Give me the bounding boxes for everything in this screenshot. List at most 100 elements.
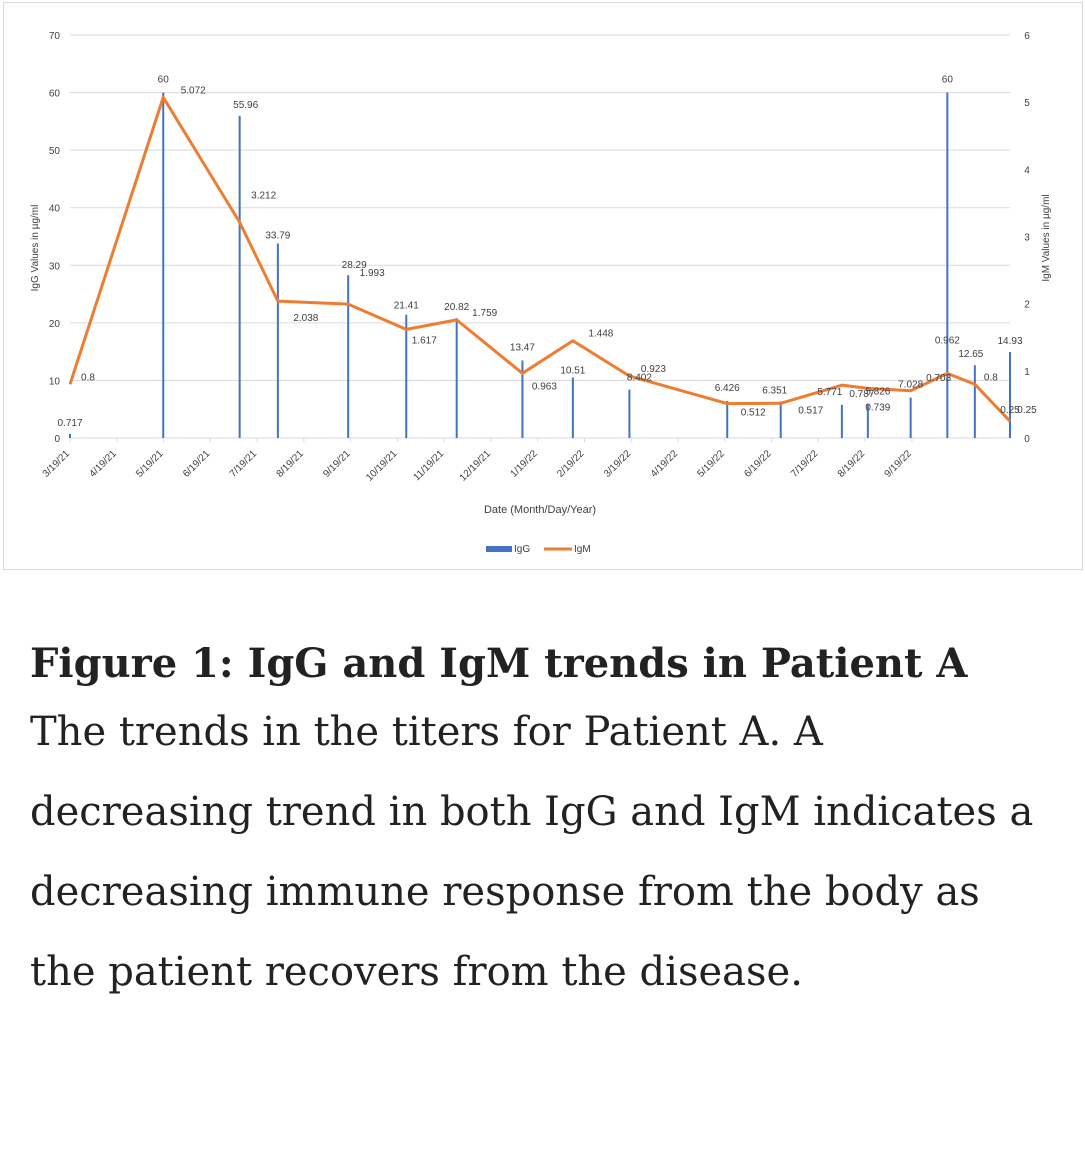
igg-igm-chart: 0 10 20 30 40 50 60 70 0 1 2 3 4 5 6 0.25 3/19/21 4/19/21… — [30, 31, 1052, 555]
igm-data-label: 1.617 — [412, 335, 437, 346]
y-right-tick-label: 2 — [1024, 300, 1030, 311]
igm-data-label: 0.962 — [935, 335, 960, 346]
y-left-tick-label: 10 — [49, 376, 61, 387]
y-right-tick-label: 0 — [1024, 434, 1030, 445]
igg-data-label: 5.826 — [865, 386, 890, 397]
igm-data-label: 3.212 — [251, 190, 276, 201]
igg-data-label: 14.93 — [997, 336, 1022, 347]
y-left-tick-label: 20 — [49, 319, 61, 330]
igm-data-label: 0.739 — [865, 402, 890, 413]
x-tick-label: 9/19/22 — [883, 448, 915, 480]
igm-data-label: 1.993 — [360, 268, 385, 279]
y-left-tick-label: 40 — [49, 204, 61, 215]
y-right-axis-title: IgM Values in µg/ml — [1041, 194, 1052, 281]
x-tick-label: 8/19/21 — [275, 448, 307, 480]
x-tick-label: 11/19/21 — [412, 448, 447, 483]
y-left-tick-label: 60 — [49, 89, 61, 100]
y-right-tick-label: 3 — [1024, 233, 1030, 244]
igm-data-label: 0.512 — [741, 408, 766, 419]
igm-data-label: 0.8 — [81, 372, 95, 383]
chart-frame: 0 10 20 30 40 50 60 70 0 1 2 3 4 5 6 0.25 3/19/21 4/19/21… — [3, 2, 1083, 570]
legend-igg-swatch — [486, 546, 512, 552]
x-tick-label: 10/19/21 — [364, 448, 400, 484]
y-left-tick-label: 30 — [49, 261, 61, 272]
igg-data-label: 6.351 — [762, 385, 787, 396]
x-tick-label: 6/19/22 — [742, 448, 774, 480]
x-tick-label: 7/19/21 — [228, 448, 260, 480]
igg-data-label: 21.41 — [394, 301, 419, 312]
igg-bar — [238, 115, 241, 438]
igg-data-label: 20.82 — [444, 302, 469, 313]
igm-data-label: 5.072 — [181, 85, 206, 96]
igg-bar — [909, 397, 912, 438]
igm-data-label: 0.787 — [849, 389, 874, 400]
igg-bar — [628, 389, 631, 438]
y-left-axis-title: IgG Values in µg/ml — [30, 205, 41, 292]
figure-caption: Figure 1: IgG and IgM trends in Patient … — [30, 638, 1040, 1012]
igg-data-label: 28.29 — [342, 260, 367, 271]
x-tick-label: 2/19/22 — [555, 448, 587, 480]
igg-bar — [726, 401, 729, 438]
igg-data-label: 33.79 — [265, 230, 290, 241]
x-tick-label: 7/19/22 — [789, 448, 821, 480]
x-tick-label: 4/19/21 — [88, 448, 120, 480]
legend-igm-label: IgM — [574, 544, 591, 555]
igg-data-label: 12.65 — [958, 349, 983, 360]
y-right-tick-label: 0.25 — [1017, 405, 1037, 416]
igm-data-label: 0.8 — [984, 372, 998, 383]
igm-data-label: 1.759 — [472, 308, 497, 319]
x-tick-label: 1/19/22 — [508, 448, 540, 480]
y-right-tick-label: 5 — [1024, 98, 1030, 109]
x-tick-label: 3/19/22 — [602, 448, 634, 480]
x-tick-label: 12/19/21 — [458, 448, 494, 484]
igg-bar — [347, 275, 350, 438]
legend-igg-label: IgG — [514, 544, 530, 555]
igg-bar — [405, 314, 408, 438]
igg-bar — [455, 318, 458, 438]
igm-line — [68, 95, 1012, 423]
x-tick-label: 4/19/22 — [649, 448, 681, 480]
igg-bar — [973, 365, 976, 438]
y-right-tick-label: 4 — [1024, 165, 1030, 176]
igg-data-label: 60 — [942, 75, 954, 86]
igg-bar — [946, 92, 949, 439]
igm-data-label: 0.703 — [926, 373, 951, 384]
igg-bar — [840, 404, 843, 438]
igm-data-label: 0.923 — [641, 364, 666, 375]
igm-data-label: 0.25 — [1000, 405, 1020, 416]
igg-bar — [571, 377, 574, 438]
igg-data-label: 8.402 — [627, 373, 652, 384]
igg-data-label: 7.028 — [898, 380, 923, 391]
igg-data-label: 6.426 — [715, 383, 740, 394]
caption-title: Figure 1: IgG and IgM trends in Patient … — [30, 640, 968, 687]
igm-data-label: 0.517 — [798, 405, 823, 416]
x-axis-title: Date (Month/Day/Year) — [484, 504, 596, 516]
igm-data-label: 1.448 — [588, 329, 613, 340]
igg-bar — [866, 404, 869, 438]
igg-data-label: 55.96 — [233, 100, 258, 111]
x-tick-label: 3/19/21 — [41, 448, 73, 480]
x-tick-label: 5/19/22 — [696, 448, 728, 480]
x-tick-label: 5/19/21 — [134, 448, 166, 480]
igg-bar — [162, 92, 165, 439]
x-tick-label: 9/19/21 — [321, 448, 353, 480]
igg-bar — [779, 401, 782, 438]
igg-data-label: 13.47 — [510, 342, 535, 353]
igg-data-label: 0.717 — [57, 418, 82, 429]
igg-bar — [1009, 352, 1011, 438]
y-right-tick-label: 6 — [1024, 31, 1030, 42]
y-left-tick-label: 0 — [54, 434, 60, 445]
igg-bar — [521, 360, 524, 438]
x-tick-label: 6/19/21 — [181, 448, 213, 480]
igg-data-label: 60 — [158, 75, 170, 86]
y-left-tick-label: 70 — [49, 31, 61, 42]
igg-bar — [276, 243, 279, 438]
igm-data-label: 2.038 — [293, 313, 318, 324]
igg-bar — [69, 433, 71, 438]
y-left-tick-label: 50 — [49, 146, 61, 157]
y-right-tick-label: 1 — [1024, 367, 1030, 378]
x-tick-label: 8/19/22 — [836, 448, 868, 480]
caption-text: The trends in the titers for Patient A. … — [30, 709, 1034, 995]
igg-data-label: 10.51 — [560, 365, 585, 376]
igg-data-label: 5.771 — [817, 387, 842, 398]
